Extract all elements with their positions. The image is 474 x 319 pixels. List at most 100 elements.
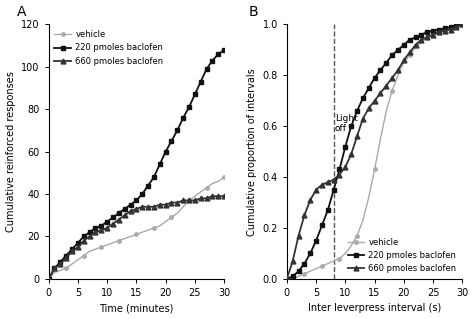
220 pmoles baclofen <box>122 207 128 211</box>
660 pmoles baclofen <box>296 234 301 238</box>
vehicle <box>354 234 360 238</box>
660 pmoles baclofen <box>389 76 395 80</box>
vehicle <box>134 233 139 236</box>
220 pmoles baclofen <box>57 260 63 264</box>
660 pmoles baclofen <box>192 198 198 202</box>
660 pmoles baclofen <box>383 84 389 87</box>
Line: vehicle: vehicle <box>285 23 464 281</box>
220 pmoles baclofen <box>459 23 465 26</box>
vehicle <box>337 256 342 260</box>
220 pmoles baclofen <box>413 35 419 39</box>
660 pmoles baclofen <box>122 213 128 217</box>
220 pmoles baclofen <box>145 184 151 188</box>
Text: B: B <box>248 5 258 19</box>
660 pmoles baclofen <box>99 228 104 232</box>
660 pmoles baclofen <box>87 234 92 238</box>
220 pmoles baclofen <box>92 226 98 230</box>
660 pmoles baclofen <box>319 183 325 187</box>
220 pmoles baclofen <box>210 59 215 63</box>
660 pmoles baclofen <box>413 43 419 47</box>
vehicle <box>69 262 75 266</box>
220 pmoles baclofen <box>169 139 174 143</box>
220 pmoles baclofen <box>81 234 87 238</box>
220 pmoles baclofen <box>313 239 319 243</box>
vehicle <box>372 167 377 171</box>
660 pmoles baclofen <box>378 91 383 95</box>
vehicle <box>401 61 407 64</box>
vehicle <box>348 244 354 248</box>
vehicle <box>180 205 186 209</box>
vehicle <box>104 243 110 247</box>
220 pmoles baclofen <box>198 80 203 84</box>
vehicle <box>383 109 389 113</box>
vehicle <box>163 220 168 224</box>
vehicle <box>157 224 163 228</box>
660 pmoles baclofen <box>57 262 63 266</box>
Text: Light
off: Light off <box>335 114 357 133</box>
660 pmoles baclofen <box>424 35 430 39</box>
220 pmoles baclofen <box>64 254 69 257</box>
vehicle <box>442 28 447 32</box>
220 pmoles baclofen <box>296 269 301 273</box>
220 pmoles baclofen <box>378 68 383 72</box>
vehicle <box>92 247 98 251</box>
220 pmoles baclofen <box>389 53 395 57</box>
X-axis label: Time (minutes): Time (minutes) <box>99 303 173 314</box>
660 pmoles baclofen <box>360 117 366 121</box>
660 pmoles baclofen <box>331 178 337 182</box>
220 pmoles baclofen <box>221 48 227 52</box>
220 pmoles baclofen <box>192 93 198 96</box>
vehicle <box>215 179 221 183</box>
220 pmoles baclofen <box>337 167 342 171</box>
660 pmoles baclofen <box>221 194 227 198</box>
660 pmoles baclofen <box>442 29 447 33</box>
vehicle <box>448 25 454 29</box>
220 pmoles baclofen <box>348 124 354 128</box>
vehicle <box>110 241 116 245</box>
220 pmoles baclofen <box>75 241 81 245</box>
vehicle <box>413 45 419 49</box>
220 pmoles baclofen <box>99 224 104 228</box>
vehicle <box>192 194 198 198</box>
220 pmoles baclofen <box>424 30 430 34</box>
Legend: vehicle, 220 pmoles baclofen, 660 pmoles baclofen: vehicle, 220 pmoles baclofen, 660 pmoles… <box>53 29 165 67</box>
660 pmoles baclofen <box>436 30 442 34</box>
vehicle <box>430 33 436 37</box>
220 pmoles baclofen <box>354 109 360 113</box>
660 pmoles baclofen <box>459 23 465 26</box>
Legend: vehicle, 220 pmoles baclofen, 660 pmoles baclofen: vehicle, 220 pmoles baclofen, 660 pmoles… <box>346 236 458 275</box>
660 pmoles baclofen <box>46 277 52 281</box>
vehicle <box>313 267 319 271</box>
220 pmoles baclofen <box>319 224 325 227</box>
vehicle <box>57 269 63 272</box>
660 pmoles baclofen <box>180 198 186 202</box>
660 pmoles baclofen <box>64 256 69 260</box>
660 pmoles baclofen <box>128 209 133 213</box>
660 pmoles baclofen <box>157 203 163 207</box>
660 pmoles baclofen <box>92 230 98 234</box>
vehicle <box>139 230 145 234</box>
220 pmoles baclofen <box>87 230 92 234</box>
660 pmoles baclofen <box>354 135 360 138</box>
220 pmoles baclofen <box>186 105 192 109</box>
vehicle <box>343 251 348 255</box>
220 pmoles baclofen <box>290 274 296 278</box>
660 pmoles baclofen <box>198 197 203 200</box>
220 pmoles baclofen <box>360 96 366 100</box>
660 pmoles baclofen <box>81 239 87 243</box>
660 pmoles baclofen <box>174 201 180 204</box>
660 pmoles baclofen <box>284 277 290 281</box>
vehicle <box>122 237 128 241</box>
vehicle <box>75 258 81 262</box>
660 pmoles baclofen <box>110 222 116 226</box>
220 pmoles baclofen <box>163 150 168 153</box>
vehicle <box>459 23 465 26</box>
220 pmoles baclofen <box>407 38 412 42</box>
660 pmoles baclofen <box>151 205 157 209</box>
Text: A: A <box>17 5 27 19</box>
vehicle <box>419 41 424 44</box>
vehicle <box>389 89 395 93</box>
220 pmoles baclofen <box>401 43 407 47</box>
660 pmoles baclofen <box>290 259 296 263</box>
660 pmoles baclofen <box>419 38 424 42</box>
